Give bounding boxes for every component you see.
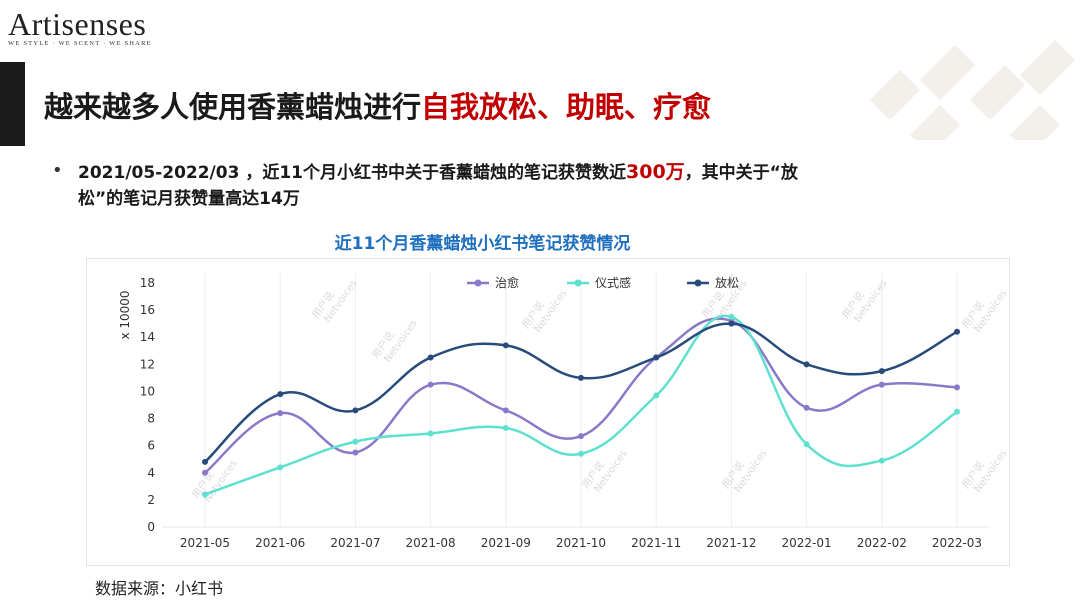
- bullet-text: 2021/05-2022/03 ，近11个月小红书中关于香薰蜡烛的笔记获赞数近3…: [78, 159, 838, 212]
- legend-marker: [574, 279, 582, 287]
- bullet-highlight: 300万: [626, 161, 685, 183]
- title-prefix: 越来越多人使用香薰蜡烛进行: [44, 90, 422, 124]
- slide-title: 越来越多人使用香薰蜡烛进行自我放松、助眠、疗愈: [44, 84, 711, 126]
- data-point: [878, 368, 885, 375]
- series-line-2: [204, 314, 958, 496]
- x-tick-label: 2021-05: [180, 536, 230, 550]
- bullet-part1: 2021/05-2022/03 ，近11个月小红书中关于香薰蜡烛的笔记获赞数近: [78, 163, 626, 183]
- y-tick-label: 4: [147, 466, 155, 480]
- data-point: [954, 408, 960, 415]
- legend-marker: [694, 279, 702, 287]
- data-point: [578, 450, 584, 457]
- data-point: [502, 407, 509, 414]
- x-tick-label: 2022-03: [932, 536, 982, 550]
- data-point: [427, 430, 434, 437]
- data-point: [653, 354, 660, 361]
- bullet-marker: •: [52, 160, 63, 181]
- data-point: [578, 433, 584, 440]
- bullet-part2: ，其中关于“放松”的笔记月获赞量高达14万: [78, 163, 798, 209]
- data-point: [803, 441, 810, 448]
- data-point: [427, 381, 434, 388]
- legend-label: 仪式感: [595, 275, 631, 290]
- y-tick-label: 2: [147, 493, 155, 507]
- logo-wordmark: Artisenses: [8, 6, 147, 42]
- logo-tagline: WE STYLE · WE SCENT · WE SHARE: [8, 40, 152, 47]
- y-tick-label: 8: [147, 412, 155, 426]
- x-tick-label: 2021-09: [481, 536, 531, 550]
- data-point: [954, 328, 960, 335]
- line-chart: 用户说Netvoices用户说Netvoices用户说Netvoices用户说N…: [118, 273, 1010, 550]
- title-highlight: 自我放松、助眠、疗愈: [421, 90, 712, 124]
- data-point: [578, 374, 584, 381]
- data-point: [803, 404, 810, 411]
- x-tick-label: 2022-01: [782, 536, 832, 550]
- data-point: [878, 381, 885, 388]
- data-point: [352, 407, 359, 414]
- title-accent-bar: [0, 62, 25, 146]
- data-point: [502, 425, 509, 432]
- legend-label: 放松: [715, 275, 739, 290]
- data-point: [202, 491, 208, 498]
- y-tick-label: 10: [140, 384, 155, 398]
- data-point: [728, 313, 735, 320]
- data-point: [502, 342, 509, 349]
- chart-container: 用户说 Netvoices 用户说 Netvoices 用户说 Netvoices 用户说 N…: [86, 258, 1010, 566]
- x-tick-label: 2021-12: [706, 536, 756, 550]
- y-tick-label: 16: [140, 303, 155, 317]
- data-point: [427, 354, 434, 361]
- y-tick-label: 14: [140, 330, 155, 344]
- data-point: [352, 449, 359, 456]
- data-point: [277, 464, 284, 471]
- data-source-note: 数据来源：小红书: [95, 579, 224, 598]
- y-tick-label: 12: [140, 357, 155, 371]
- data-point: [954, 384, 960, 391]
- data-point: [728, 320, 735, 327]
- chart-title: 近11个月香薰蜡烛小红书笔记获赞情况: [334, 234, 631, 254]
- legend-marker: [474, 279, 482, 287]
- data-point: [878, 457, 885, 464]
- data-point: [202, 458, 208, 465]
- x-tick-label: 2022-02: [857, 536, 907, 550]
- data-point: [202, 469, 208, 476]
- y-tick-label: 18: [140, 276, 155, 290]
- y-tick-label: 6: [147, 439, 155, 453]
- decorative-pattern: [870, 40, 1075, 140]
- legend-label: 治愈: [495, 275, 519, 290]
- brand-logo: Artisenses WE STYLE · WE SCENT · WE SHAR…: [8, 6, 152, 47]
- data-point: [277, 391, 284, 398]
- x-tick-label: 2021-06: [255, 536, 305, 550]
- data-point: [803, 361, 810, 368]
- x-tick-label: 2021-08: [406, 536, 456, 550]
- x-tick-label: 2021-07: [330, 536, 380, 550]
- data-point: [277, 410, 284, 417]
- y-axis-label: x 10000: [118, 290, 132, 339]
- y-tick-label: 0: [147, 520, 155, 534]
- x-tick-label: 2021-10: [556, 536, 606, 550]
- x-tick-label: 2021-11: [631, 536, 681, 550]
- data-point: [653, 392, 660, 399]
- data-point: [352, 438, 359, 445]
